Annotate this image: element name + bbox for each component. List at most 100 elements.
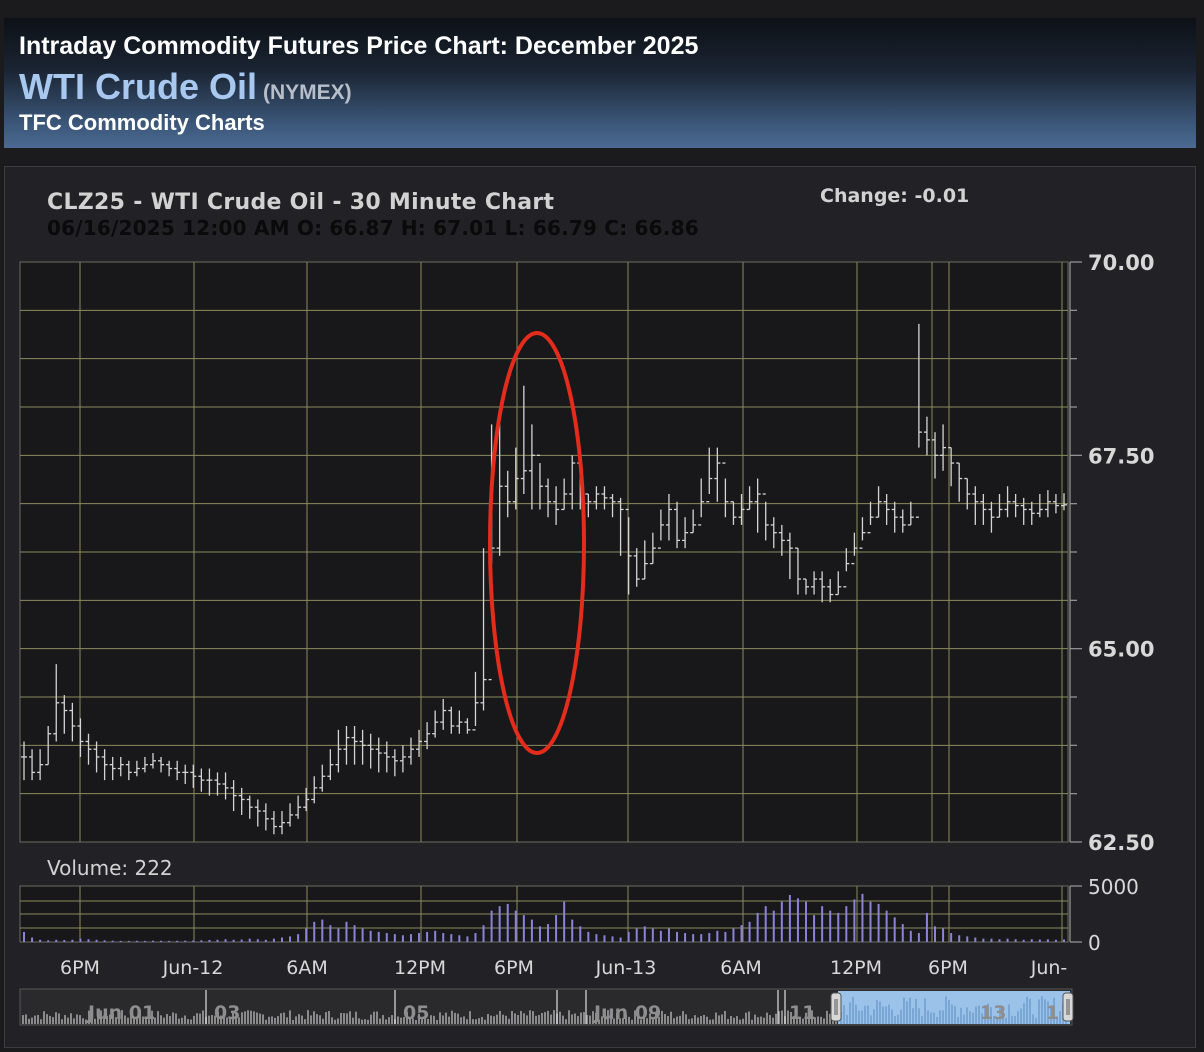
navigator-volume <box>25 1014 27 1024</box>
navigator-volume <box>496 1015 498 1024</box>
navigator-volume <box>301 1016 303 1024</box>
navigator-volume <box>175 1013 177 1024</box>
navigator-volume <box>1011 1016 1013 1024</box>
navigator-volume <box>31 1018 33 1024</box>
navigator-volume <box>1014 1016 1016 1024</box>
navigator-volume <box>499 1011 501 1024</box>
navigator-volume <box>397 1016 399 1024</box>
navigator-volume <box>879 1002 881 1024</box>
navigator-volume <box>775 1014 777 1024</box>
navigator-volume <box>924 998 926 1024</box>
navigator-volume <box>385 1019 387 1024</box>
navigator-volume <box>700 1016 702 1024</box>
navigator-volume <box>367 1020 369 1024</box>
navigator-volume <box>676 1017 678 1024</box>
time-tick-label: 6PM <box>928 957 968 979</box>
navigator-label: 05 <box>403 1002 429 1024</box>
navigator-volume <box>541 1013 543 1024</box>
navigator-volume <box>49 1016 51 1024</box>
navigator-volume <box>685 1014 687 1024</box>
navigator-volume <box>304 1019 306 1024</box>
navigator-volume <box>733 1018 735 1024</box>
navigator-volume <box>894 1016 896 1024</box>
navigator-volume <box>1035 1018 1037 1024</box>
navigator-volume <box>187 1019 189 1024</box>
navigator-volume <box>166 1014 168 1024</box>
navigator-volume <box>1059 1011 1061 1024</box>
navigator-volume <box>957 1017 959 1024</box>
navigator-volume <box>22 1015 24 1024</box>
navigator-volume <box>193 1016 195 1024</box>
navigator-volume <box>688 1019 690 1024</box>
navigator-volume <box>250 1011 252 1024</box>
time-tick-label: 6AM <box>720 957 761 979</box>
navigator-volume <box>40 1019 42 1024</box>
navigator-volume <box>463 1016 465 1024</box>
navigator-volume <box>571 1014 573 1024</box>
navigator-volume <box>70 1013 72 1024</box>
navigator-volume <box>1017 1011 1019 1024</box>
navigator-volume <box>313 1011 315 1024</box>
navigator-volume <box>37 1015 39 1024</box>
navigator-volume <box>487 1014 489 1024</box>
navigator-volume <box>346 1013 348 1024</box>
navigator-volume <box>661 1011 663 1024</box>
navigator-volume <box>532 1011 534 1024</box>
price-tick-label: 67.50 <box>1088 444 1154 468</box>
navigator-volume <box>328 1011 330 1024</box>
navigator-volume <box>343 1013 345 1024</box>
navigator-volume <box>445 1013 447 1024</box>
navigator-volume <box>292 1020 294 1024</box>
navigator-volume <box>55 1012 57 1024</box>
navigator-volume <box>664 1014 666 1024</box>
change-label: Change: -0.01 <box>820 185 969 207</box>
navigator-handle[interactable] <box>1063 993 1073 1021</box>
navigator-volume <box>355 1012 357 1024</box>
navigator-volume <box>454 1013 456 1024</box>
navigator-volume <box>921 1016 923 1024</box>
navigator-volume <box>960 1008 962 1024</box>
navigator-volume <box>969 1011 971 1024</box>
navigator-volume <box>909 998 911 1024</box>
navigator-volume <box>265 1020 267 1024</box>
navigator-volume <box>472 1019 474 1024</box>
navigator-volume <box>679 1016 681 1024</box>
navigator-volume <box>820 1017 822 1024</box>
navigator-volume <box>568 1010 570 1024</box>
navigator-volume <box>769 1015 771 1024</box>
navigator-volume <box>469 1011 471 1024</box>
navigator-volume <box>781 1011 783 1024</box>
navigator-volume <box>577 1016 579 1024</box>
navigator-volume <box>667 1016 669 1024</box>
navigator-volume <box>1020 1008 1022 1024</box>
navigator-volume <box>846 1015 848 1024</box>
navigator-handle[interactable] <box>831 993 841 1021</box>
navigator-volume <box>817 1016 819 1024</box>
navigator-volume <box>79 1015 81 1024</box>
navigator-volume <box>481 1017 483 1024</box>
navigator-volume <box>43 1011 45 1024</box>
navigator-volume <box>442 1015 444 1024</box>
navigator-volume <box>754 1015 756 1024</box>
volume-label: Volume: 222 <box>47 856 173 880</box>
navigator-volume <box>52 1017 54 1024</box>
navigator-volume <box>715 1013 717 1024</box>
time-tick-label: Jun-12 <box>162 957 224 979</box>
navigator-volume <box>76 1014 78 1024</box>
time-tick-label: 6AM <box>286 957 327 979</box>
navigator-label: 03 <box>214 1002 240 1024</box>
navigator-volume <box>475 1019 477 1024</box>
navigator-volume <box>271 1016 273 1024</box>
navigator-volume <box>751 1020 753 1024</box>
navigator-volume <box>1023 1003 1025 1024</box>
navigator-volume <box>172 1012 174 1024</box>
ohlc-readout: 06/16/2025 12:00 AM O: 66.87 H: 67.01 L:… <box>47 216 699 240</box>
navigator-volume <box>241 1012 243 1024</box>
navigator-volume <box>289 1010 291 1024</box>
navigator-label: 1 <box>1046 1002 1059 1024</box>
navigator-volume <box>190 1020 192 1024</box>
navigator-volume <box>58 1013 60 1024</box>
navigator-volume <box>433 1016 435 1024</box>
navigator-volume <box>388 1017 390 1024</box>
